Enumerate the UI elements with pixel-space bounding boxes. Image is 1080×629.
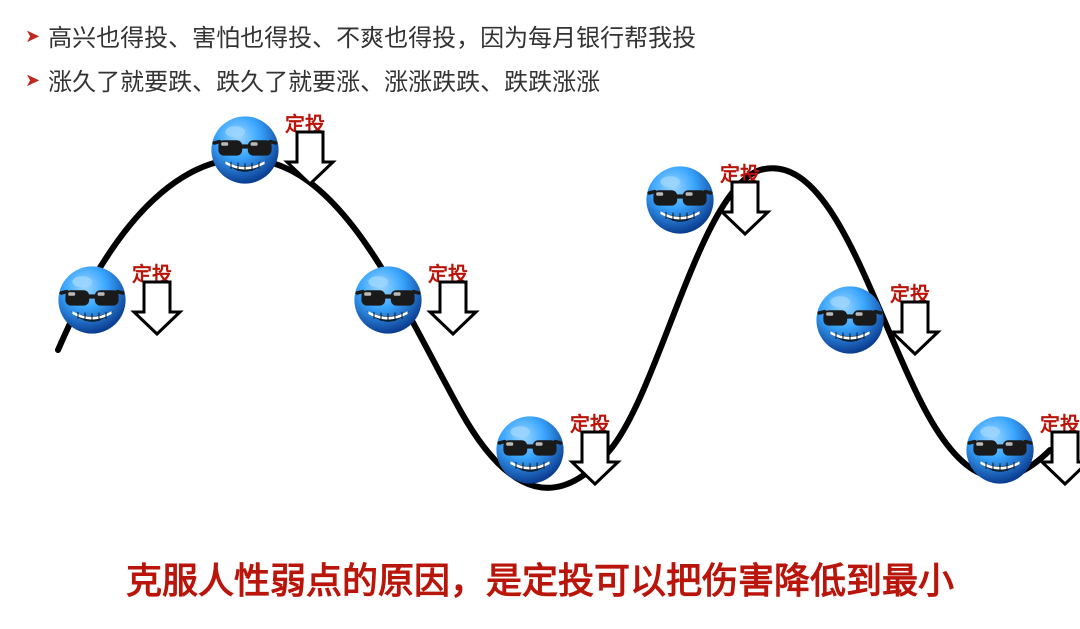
down-arrow-icon <box>430 282 476 339</box>
cool-emoji-icon <box>353 265 423 335</box>
down-arrow-icon <box>1042 432 1080 484</box>
down-arrow-icon <box>722 182 768 239</box>
footer-headline: 克服人性弱点的原因，是定投可以把伤害降低到最小 <box>0 552 1080 604</box>
down-arrow-icon <box>572 432 618 489</box>
cool-emoji-icon <box>210 115 280 185</box>
down-arrow-icon <box>1042 432 1080 489</box>
cool-emoji-icon <box>965 415 1035 485</box>
down-arrow-icon <box>892 302 938 354</box>
cool-emoji-icon <box>495 415 565 485</box>
down-arrow-icon <box>287 132 333 189</box>
down-arrow-icon <box>134 282 180 334</box>
down-arrow-icon <box>430 282 476 334</box>
down-arrow-icon <box>722 182 768 234</box>
down-arrow-icon <box>572 432 618 484</box>
cool-emoji-icon <box>645 165 715 235</box>
down-arrow-icon <box>892 302 938 359</box>
diagram-canvas: ➤ 高兴也得投、害怕也得投、不爽也得投，因为每月银行帮我投 ➤ 涨久了就要跌、跌… <box>0 0 1080 629</box>
cool-emoji-icon <box>353 265 423 335</box>
down-arrow-icon <box>134 282 180 339</box>
cool-emoji-icon <box>815 285 885 355</box>
cool-emoji-icon <box>965 415 1035 485</box>
cool-emoji-icon <box>57 265 127 335</box>
cool-emoji-icon <box>645 165 715 235</box>
cool-emoji-icon <box>210 115 280 185</box>
cool-emoji-icon <box>815 285 885 355</box>
cool-emoji-icon <box>57 265 127 335</box>
cool-emoji-icon <box>495 415 565 485</box>
down-arrow-icon <box>287 132 333 184</box>
